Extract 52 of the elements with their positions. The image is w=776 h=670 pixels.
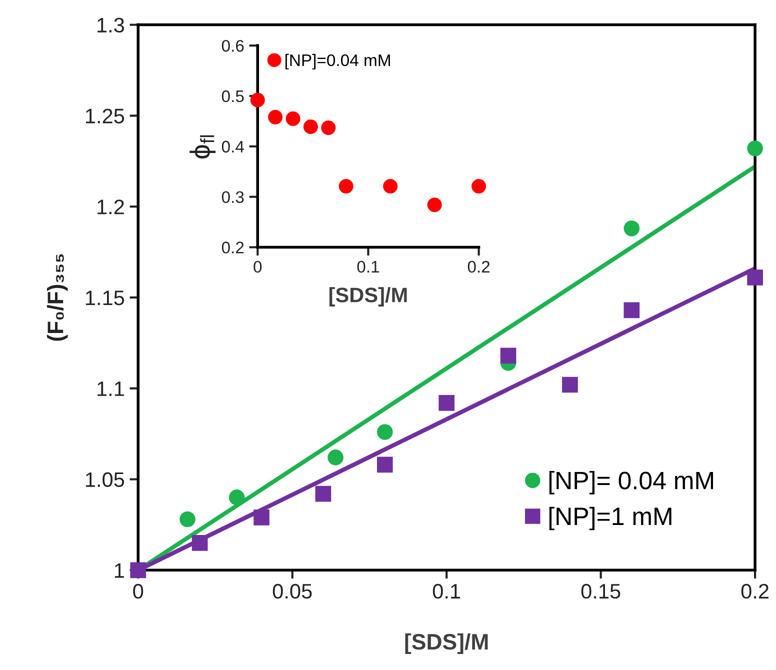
point: [383, 178, 398, 194]
point: [192, 534, 208, 551]
point: [268, 110, 283, 124]
x-tick-label: 0.2: [741, 584, 768, 599]
point: [228, 490, 245, 506]
x-tick-label: 0.05: [272, 584, 312, 599]
x-tick-label: 0: [254, 260, 262, 273]
x-tick-label: 0.2: [468, 260, 490, 273]
point: [321, 120, 336, 136]
y-tick-label: 0.5: [222, 90, 244, 102]
y-tick-label: 1.05: [86, 472, 124, 488]
point: [624, 220, 640, 236]
point: [427, 198, 442, 212]
point: [562, 376, 578, 393]
x-axis-title: [SDS]/M: [405, 633, 488, 654]
y-tick-label: 1.25: [86, 108, 124, 124]
point: [624, 302, 640, 318]
x-axis-title: [SDS]/M: [329, 287, 407, 306]
y-tick-label: 0.2: [222, 242, 244, 254]
point: [376, 456, 393, 473]
y-axis-title: ϕ$_{fl}$: [190, 135, 216, 159]
y-tick-label: 1.1: [98, 382, 124, 396]
y-tick-label: 0.3: [222, 191, 244, 204]
y-tick-label: 1.3: [98, 18, 124, 33]
point: [500, 348, 516, 364]
x-tick-label: 0.1: [357, 260, 379, 273]
x-tick-label: 0.15: [581, 584, 620, 599]
point: [438, 395, 455, 411]
point: [254, 510, 270, 526]
y-tick-label: 1.15: [86, 290, 124, 306]
point: [180, 511, 196, 528]
legend-label: [NP]=0.04 mM: [285, 54, 390, 70]
y-axis-title: (F₀/F)₃₅₅: [47, 254, 68, 341]
point: [250, 92, 265, 108]
legend-label: [NP]=1 mM: [549, 506, 672, 530]
point: [376, 424, 393, 440]
point: [315, 486, 332, 502]
point: [130, 562, 146, 578]
point: [338, 178, 354, 194]
legend-label: [NP]= 0.04 mM: [549, 471, 713, 494]
point: [328, 450, 344, 466]
y-tick-label: 0.6: [222, 40, 244, 52]
y-tick-label: 0.4: [222, 140, 244, 153]
x-tick-label: 0: [133, 584, 144, 599]
point: [303, 119, 318, 134]
y-tick-label: 1: [114, 563, 124, 578]
point: [286, 111, 300, 126]
point: [747, 270, 763, 286]
x-tick-label: 0.1: [432, 584, 460, 599]
point: [472, 178, 486, 194]
y-tick-label: 1.2: [98, 200, 124, 214]
point: [747, 140, 763, 156]
